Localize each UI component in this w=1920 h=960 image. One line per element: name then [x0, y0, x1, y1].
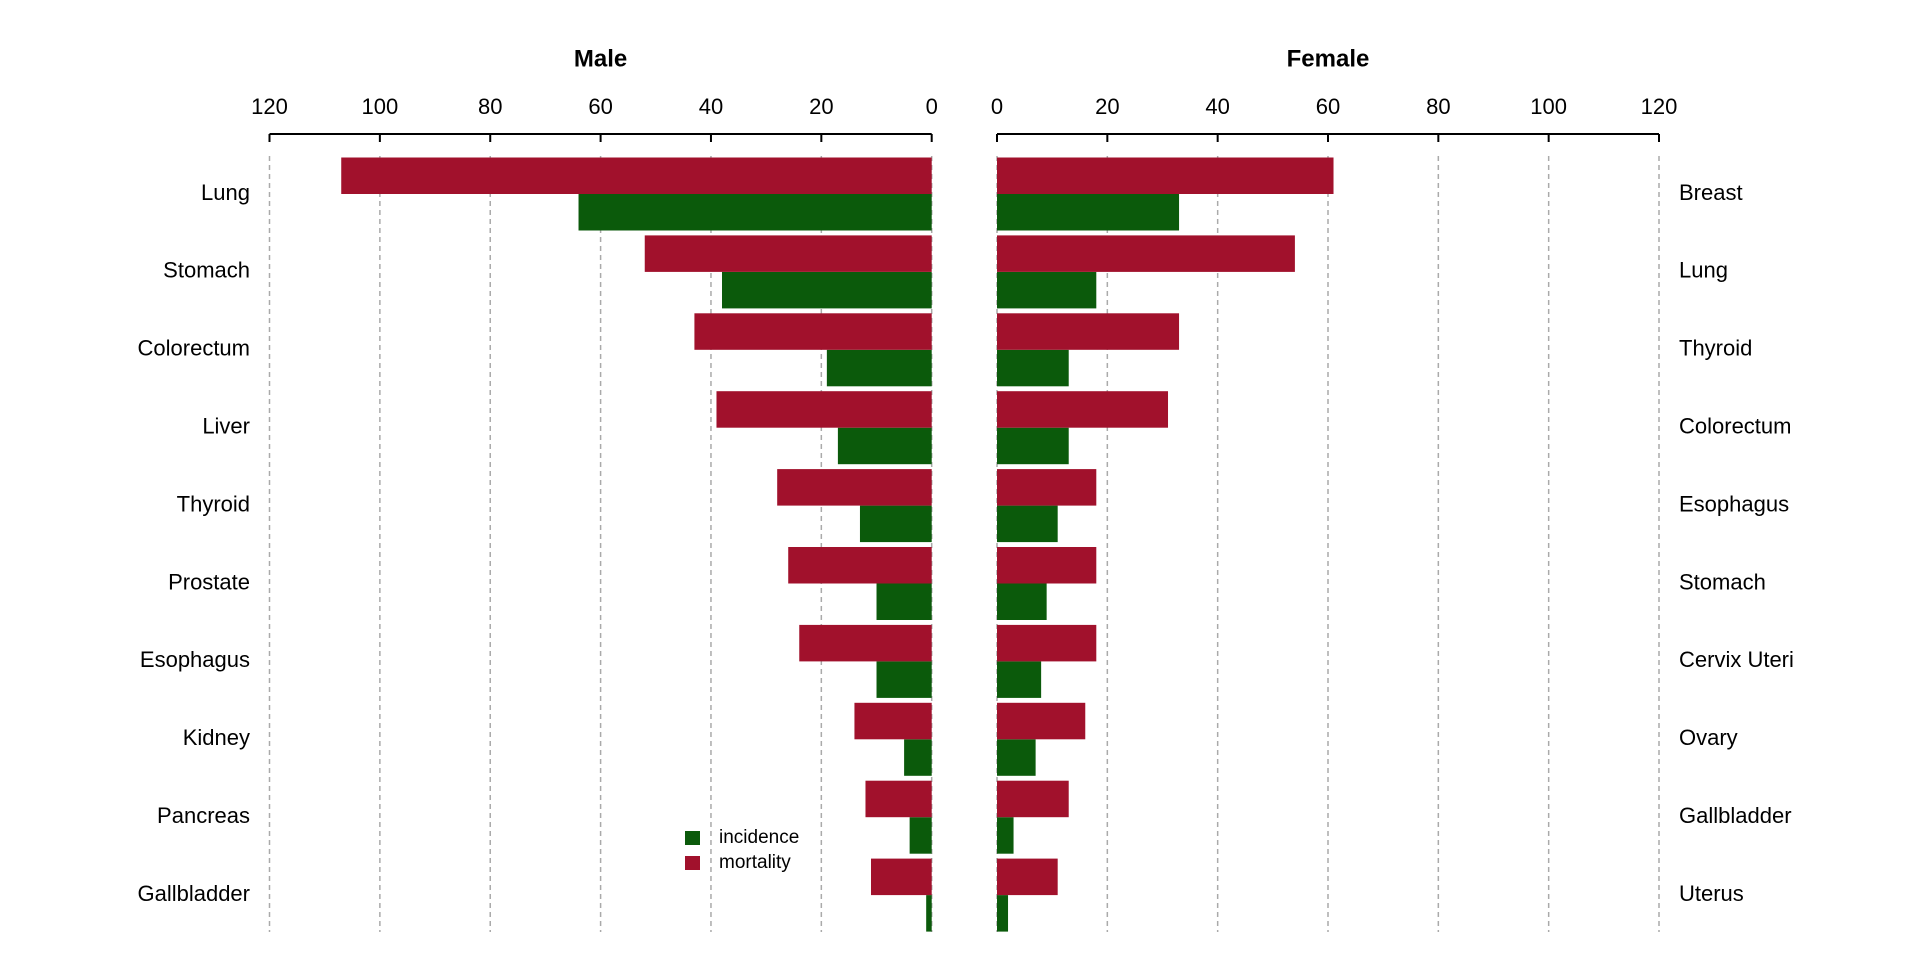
category-label: Lung — [1679, 258, 1728, 283]
legend-label: mortality — [719, 852, 791, 873]
category-label: Uterus — [1679, 881, 1744, 906]
bar — [716, 391, 932, 428]
bar — [997, 895, 1009, 932]
category-label: Pancreas — [157, 803, 250, 828]
bar — [997, 313, 1180, 350]
bar — [859, 505, 932, 543]
legend-swatch — [685, 856, 700, 870]
bar — [997, 702, 1086, 740]
x-tick-label: 0 — [991, 94, 1003, 119]
x-tick-label: 60 — [588, 94, 612, 119]
bar — [997, 739, 1036, 776]
category-label: Thyroid — [177, 491, 250, 516]
bar — [997, 661, 1042, 698]
bar — [997, 505, 1058, 543]
category-label: Breast — [1679, 180, 1743, 205]
bar — [997, 271, 1097, 309]
bar — [870, 858, 932, 896]
x-tick-label: 60 — [1316, 94, 1340, 119]
category-label: Colorectum — [1679, 414, 1791, 439]
bar — [997, 349, 1069, 387]
bar — [904, 739, 932, 776]
x-tick-label: 100 — [1530, 94, 1567, 119]
bar — [909, 817, 932, 854]
bar — [997, 817, 1014, 854]
bar — [997, 624, 1097, 662]
panel-title: Female — [1287, 45, 1370, 72]
bar — [997, 427, 1069, 465]
category-label: Thyroid — [1679, 336, 1752, 361]
x-tick-label: 40 — [699, 94, 723, 119]
bar — [837, 427, 932, 465]
bar — [876, 583, 932, 620]
category-label: Kidney — [183, 725, 250, 750]
bar — [788, 547, 932, 584]
bar — [826, 349, 932, 387]
bar — [341, 157, 932, 194]
x-tick-label: 40 — [1205, 94, 1229, 119]
bar — [777, 469, 932, 506]
category-label: Liver — [202, 414, 250, 439]
bar — [694, 313, 932, 350]
bar — [997, 583, 1047, 620]
bar — [865, 780, 932, 818]
bar — [926, 895, 932, 932]
category-label: Ovary — [1679, 725, 1738, 750]
category-label: Stomach — [163, 258, 250, 283]
x-tick-label: 120 — [251, 94, 288, 119]
bar — [722, 271, 932, 309]
bar — [799, 624, 932, 662]
bar — [997, 235, 1295, 272]
bar — [997, 858, 1058, 896]
bar — [997, 780, 1069, 818]
legend-label: incidence — [719, 827, 799, 848]
bar — [997, 469, 1097, 506]
category-label: Gallbladder — [1679, 803, 1792, 828]
bar — [997, 194, 1180, 231]
x-tick-label: 0 — [926, 94, 938, 119]
bar — [997, 157, 1334, 194]
x-tick-label: 80 — [1426, 94, 1450, 119]
category-label: Esophagus — [1679, 491, 1789, 516]
category-label: Gallbladder — [137, 881, 250, 906]
x-tick-label: 20 — [1095, 94, 1119, 119]
bar — [997, 547, 1097, 584]
bar — [876, 661, 932, 698]
bar — [854, 702, 932, 740]
category-label: Lung — [201, 180, 250, 205]
category-label: Colorectum — [138, 336, 250, 361]
category-label: Prostate — [168, 569, 250, 594]
bar — [578, 194, 932, 231]
panel-title: Male — [574, 45, 627, 72]
category-label: Esophagus — [140, 647, 250, 672]
x-tick-label: 100 — [362, 94, 399, 119]
category-label: Cervix Uteri — [1679, 647, 1794, 672]
bar — [644, 235, 932, 272]
x-tick-label: 80 — [478, 94, 502, 119]
legend-swatch — [685, 831, 700, 845]
x-tick-label: 120 — [1641, 94, 1678, 119]
x-tick-label: 20 — [809, 94, 833, 119]
bar — [997, 391, 1169, 428]
category-label: Stomach — [1679, 569, 1766, 594]
